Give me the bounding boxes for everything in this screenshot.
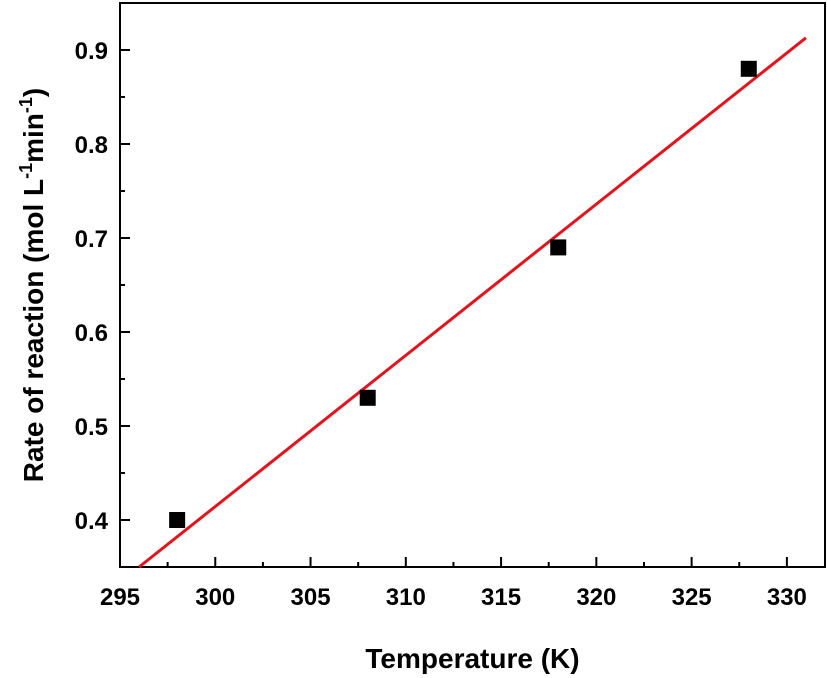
x-axis-title: Temperature (K) xyxy=(365,643,579,674)
y-tick-label: 0.6 xyxy=(75,320,108,347)
y-axis-title-sup1: -1 xyxy=(16,163,36,179)
y-axis-title: Rate of reaction (mol L-1min-1) xyxy=(16,88,49,483)
x-tick-label: 305 xyxy=(291,584,331,611)
y-tick-label: 0.4 xyxy=(75,508,109,535)
x-tick-label: 325 xyxy=(672,584,712,611)
x-tick-label: 315 xyxy=(481,584,521,611)
plot-frame xyxy=(119,2,826,568)
y-tick-label: 0.5 xyxy=(75,414,108,441)
x-tick-label: 295 xyxy=(100,584,140,611)
x-tick-label: 330 xyxy=(767,584,807,611)
x-tick-label: 310 xyxy=(386,584,426,611)
y-tick-label: 0.8 xyxy=(75,132,108,159)
fit-line xyxy=(138,36,807,569)
data-point xyxy=(550,239,567,256)
data-point xyxy=(740,60,757,77)
x-tick-label: 320 xyxy=(576,584,616,611)
x-tick-label: 300 xyxy=(195,584,235,611)
y-tick-label: 0.9 xyxy=(75,38,108,65)
data-point xyxy=(169,512,186,528)
y-axis-title-end: ) xyxy=(18,88,49,97)
y-axis-title-mid: min xyxy=(18,113,49,163)
data-point xyxy=(359,389,376,406)
y-axis-title-main: Rate of reaction (mol L xyxy=(18,179,49,482)
y-tick-label: 0.7 xyxy=(75,226,108,253)
y-axis-title-sup2: -1 xyxy=(16,97,36,113)
